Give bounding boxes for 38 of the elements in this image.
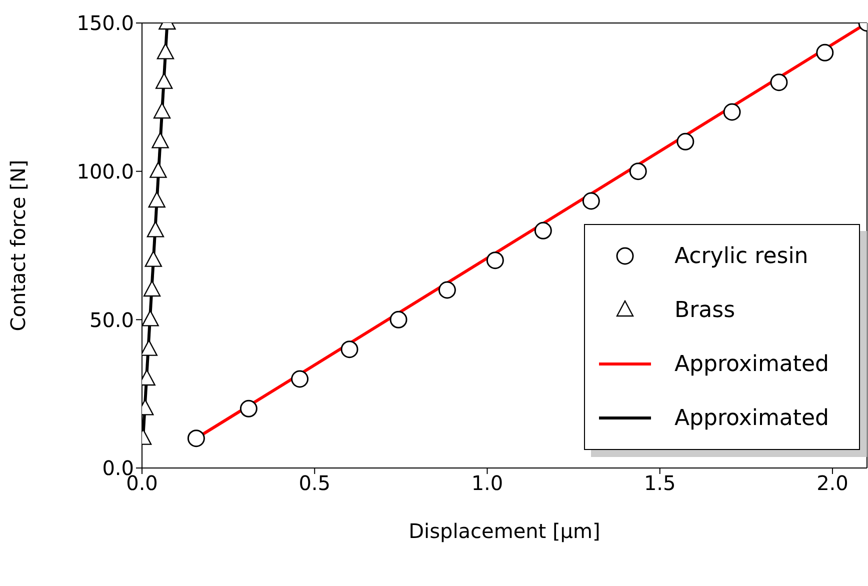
y-axis-title: Contact force [N]: [6, 160, 30, 332]
point: [770, 74, 788, 92]
point: [187, 430, 205, 448]
point: [486, 252, 504, 270]
point: [390, 310, 408, 328]
x-tick-label: 2.0: [816, 471, 848, 496]
y-tick-label: 50.0: [89, 308, 134, 332]
point: [340, 340, 358, 358]
point: [142, 340, 158, 356]
x-tick-label: 1.5: [644, 471, 676, 496]
legend-label: Approximated: [674, 406, 829, 430]
point: [155, 72, 173, 89]
y-tick-label: 150.0: [76, 11, 134, 36]
x-tick-label: 1.0: [471, 471, 504, 496]
point: [629, 162, 647, 180]
point: [150, 162, 167, 178]
point: [582, 192, 600, 210]
point: [534, 222, 552, 240]
point: [676, 132, 694, 150]
x-tick-label: 0.5: [298, 471, 331, 496]
point: [723, 103, 741, 121]
legend-label: Acrylic resin: [674, 244, 808, 268]
point: [143, 280, 161, 297]
point: [144, 250, 162, 267]
point: [291, 370, 309, 388]
point: [142, 310, 159, 326]
point: [438, 281, 456, 299]
point: [146, 221, 164, 238]
legend-label: Approximated: [674, 352, 829, 376]
point: [156, 43, 174, 60]
x-axis-title: Displacement [μm]: [408, 519, 600, 543]
point: [240, 400, 258, 418]
point: [153, 102, 171, 119]
point: [148, 191, 166, 208]
y-tick-label: 100.0: [76, 159, 134, 184]
point: [152, 132, 169, 148]
legend-label: Brass: [674, 298, 736, 322]
point: [816, 44, 834, 62]
